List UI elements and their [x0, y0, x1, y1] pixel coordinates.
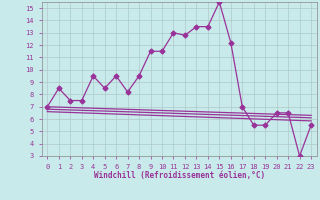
- X-axis label: Windchill (Refroidissement éolien,°C): Windchill (Refroidissement éolien,°C): [94, 171, 265, 180]
